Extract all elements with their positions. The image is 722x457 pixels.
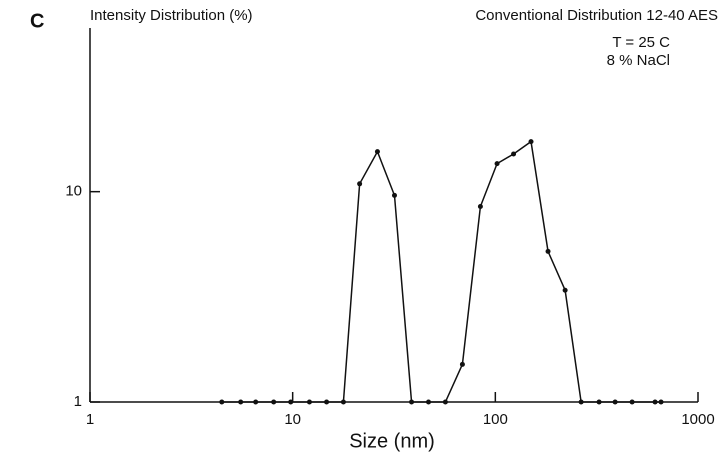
- data-point: [391, 192, 397, 198]
- y-tick-label: 1: [74, 393, 82, 410]
- data-point: [219, 399, 225, 405]
- data-point: [658, 399, 664, 405]
- title-left: Intensity Distribution (%): [90, 7, 253, 24]
- data-point: [528, 139, 534, 145]
- x-tick-label: 100: [483, 411, 508, 428]
- data-point: [494, 161, 500, 167]
- data-point: [374, 149, 380, 155]
- data-point: [562, 287, 568, 293]
- data-point: [238, 399, 244, 405]
- data-point: [578, 399, 584, 405]
- annotation: T = 25 C: [612, 34, 670, 51]
- data-point: [596, 399, 602, 405]
- data-point: [629, 399, 635, 405]
- data-point: [652, 399, 658, 405]
- panel-label: C: [30, 10, 44, 32]
- x-axis-label: Size (nm): [349, 430, 435, 452]
- data-point: [477, 204, 483, 210]
- x-tick-label: 10: [284, 411, 301, 428]
- annotation: 8 % NaCl: [607, 52, 670, 69]
- data-point: [426, 399, 432, 405]
- data-point: [271, 399, 277, 405]
- data-point: [288, 399, 294, 405]
- data-point: [511, 151, 517, 157]
- data-point: [612, 399, 618, 405]
- y-tick-label: 10: [65, 183, 82, 200]
- x-tick-label: 1000: [681, 411, 714, 428]
- data-point: [253, 399, 259, 405]
- data-point: [324, 399, 330, 405]
- data-line: [221, 140, 662, 403]
- data-point: [306, 399, 312, 405]
- data-point: [357, 181, 363, 187]
- data-point: [409, 399, 415, 405]
- x-tick-label: 1: [86, 411, 94, 428]
- data-point: [459, 361, 465, 367]
- data-point: [545, 248, 551, 254]
- data-point: [340, 399, 346, 405]
- data-point: [442, 399, 448, 405]
- title-right: Conventional Distribution 12-40 AES: [475, 7, 718, 24]
